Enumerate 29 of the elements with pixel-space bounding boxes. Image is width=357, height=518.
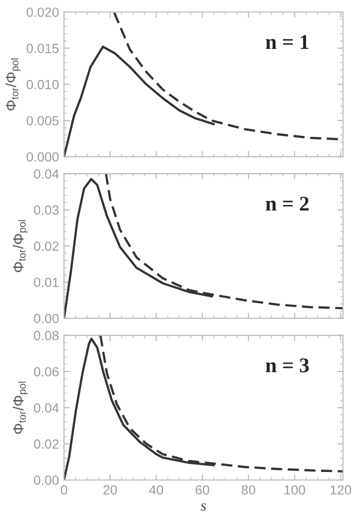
- y-axis-title: Φ$_{tor}$/Φ$_{pol}$: [12, 220, 28, 272]
- annotation: n = 2: [266, 196, 309, 211]
- x-tick-label: 100: [284, 485, 306, 495]
- y-tick-label: 0.00: [34, 314, 59, 324]
- y-tick-label: 0.005: [26, 116, 59, 126]
- x-tick-label: 40: [149, 485, 164, 495]
- annotation: n = 1: [266, 35, 308, 49]
- x-tick-label: 120: [330, 485, 352, 495]
- y-tick-label: 0.02: [34, 439, 58, 449]
- y-tick-label: 0.03: [34, 205, 59, 215]
- x-tick-label: 60: [196, 485, 210, 495]
- y-tick-label: 0.020: [26, 8, 59, 17]
- y-axis-title: Φ$_{tor}$/Φ$_{pol}$: [5, 58, 20, 110]
- y-tick-label: 0.01: [34, 278, 58, 288]
- y-tick-label: 0.015: [26, 44, 59, 54]
- y-tick-label: 0.04: [34, 403, 59, 413]
- y-tick-label: 0.06: [34, 367, 59, 376]
- y-tick-label: 0.02: [34, 242, 58, 251]
- x-tick-label: 20: [103, 485, 117, 495]
- y-tick-label: 0.00: [34, 476, 59, 485]
- y-tick-label: 0.000: [26, 152, 59, 162]
- x-tick-label: 0: [60, 485, 68, 495]
- y-tick-label: 0.08: [34, 330, 59, 340]
- x-tick-label: 80: [242, 485, 256, 495]
- y-axis-title: Φ$_{tor}$/Φ$_{pol}$: [12, 382, 28, 434]
- y-tick-label: 0.04: [34, 169, 59, 179]
- x-axis-title: s: [200, 503, 206, 511]
- annotation: n = 3: [266, 358, 309, 372]
- y-tick-label: 0.010: [26, 80, 59, 90]
